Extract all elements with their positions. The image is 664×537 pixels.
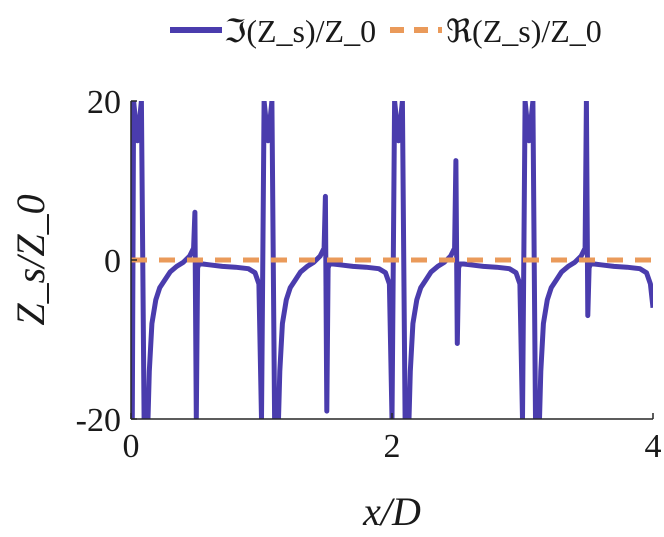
x-tick-label: 2	[384, 428, 401, 465]
legend-label-imag: ℑ(Z_s)/Z_0	[224, 13, 376, 49]
y-tick-label: 20	[87, 84, 121, 121]
x-axis-label: x/D	[362, 489, 421, 534]
x-tick-label: 4	[645, 428, 662, 465]
series-layer	[131, 101, 653, 419]
legend-label-real: ℜ(Z_s)/Z_0	[446, 13, 602, 49]
legend: ℑ(Z_s)/Z_0 ℜ(Z_s)/Z_0	[170, 13, 602, 49]
x-tick-label: 0	[123, 428, 140, 465]
y-tick-label: 0	[104, 243, 121, 280]
series-line-0	[131, 101, 653, 419]
y-axis-label: Z_s/Z_0	[8, 194, 53, 325]
y-tick-label: -20	[76, 402, 121, 439]
